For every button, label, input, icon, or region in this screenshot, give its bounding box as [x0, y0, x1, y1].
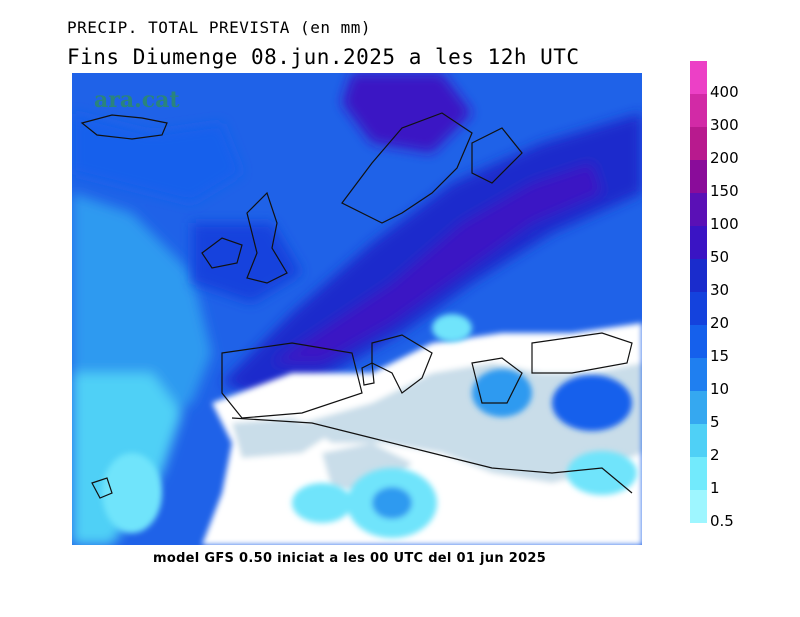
legend-label: 10	[710, 380, 730, 398]
color-legend	[690, 61, 707, 523]
watermark-logo: ara.cat	[94, 87, 180, 113]
coastlines	[80, 112, 633, 499]
legend-swatch	[690, 94, 707, 127]
legend-label: 0.5	[710, 512, 734, 530]
coastline-greece	[471, 357, 523, 404]
legend-swatch	[690, 358, 707, 391]
legend-label: 400	[710, 83, 739, 101]
precip-field-showers	[102, 314, 637, 538]
legend-label: 5	[710, 413, 720, 431]
legend-swatch	[690, 259, 707, 292]
legend-label: 1	[710, 479, 720, 497]
legend-label: 100	[710, 215, 739, 233]
precipitation-map: ara.cat	[72, 73, 642, 545]
legend-swatch	[690, 457, 707, 490]
coastline-north-africa	[231, 417, 633, 494]
legend-label: 15	[710, 347, 730, 365]
chart-title-variable: PRECIP. TOTAL PREVISTA (en mm)	[67, 18, 371, 37]
precip-field-heavy-band	[192, 73, 642, 403]
legend-swatch	[690, 391, 707, 424]
coastline-britain	[246, 191, 288, 284]
model-run-caption: model GFS 0.50 iniciat a les 00 UTC del …	[153, 551, 547, 566]
legend-swatch	[690, 193, 707, 226]
legend-label: 50	[710, 248, 730, 266]
legend-label: 2	[710, 446, 720, 464]
coastline-canaries	[91, 477, 113, 499]
legend-swatch	[690, 490, 707, 523]
coastline-sardinia	[361, 362, 375, 386]
legend-swatch	[690, 61, 707, 94]
legend-label: 150	[710, 182, 739, 200]
legend-swatch	[690, 292, 707, 325]
coastline-finland	[471, 127, 523, 184]
legend-label: 20	[710, 314, 730, 332]
coastline-iberia	[221, 342, 363, 419]
legend-swatch	[690, 424, 707, 457]
legend-swatch	[690, 325, 707, 358]
coastline-iceland	[80, 114, 168, 140]
coastline-ireland	[201, 237, 243, 269]
coastline-italy	[371, 334, 433, 394]
legend-label: 300	[710, 116, 739, 134]
legend-label: 30	[710, 281, 730, 299]
legend-swatch	[690, 160, 707, 193]
coastline-turkey	[531, 332, 633, 374]
legend-label: 200	[710, 149, 739, 167]
chart-title-valid-time: Fins Diumenge 08.jun.2025 a les 12h UTC	[67, 45, 580, 69]
legend-swatch	[690, 226, 707, 259]
coastline-scandinavia	[341, 112, 473, 224]
legend-swatch	[690, 127, 707, 160]
